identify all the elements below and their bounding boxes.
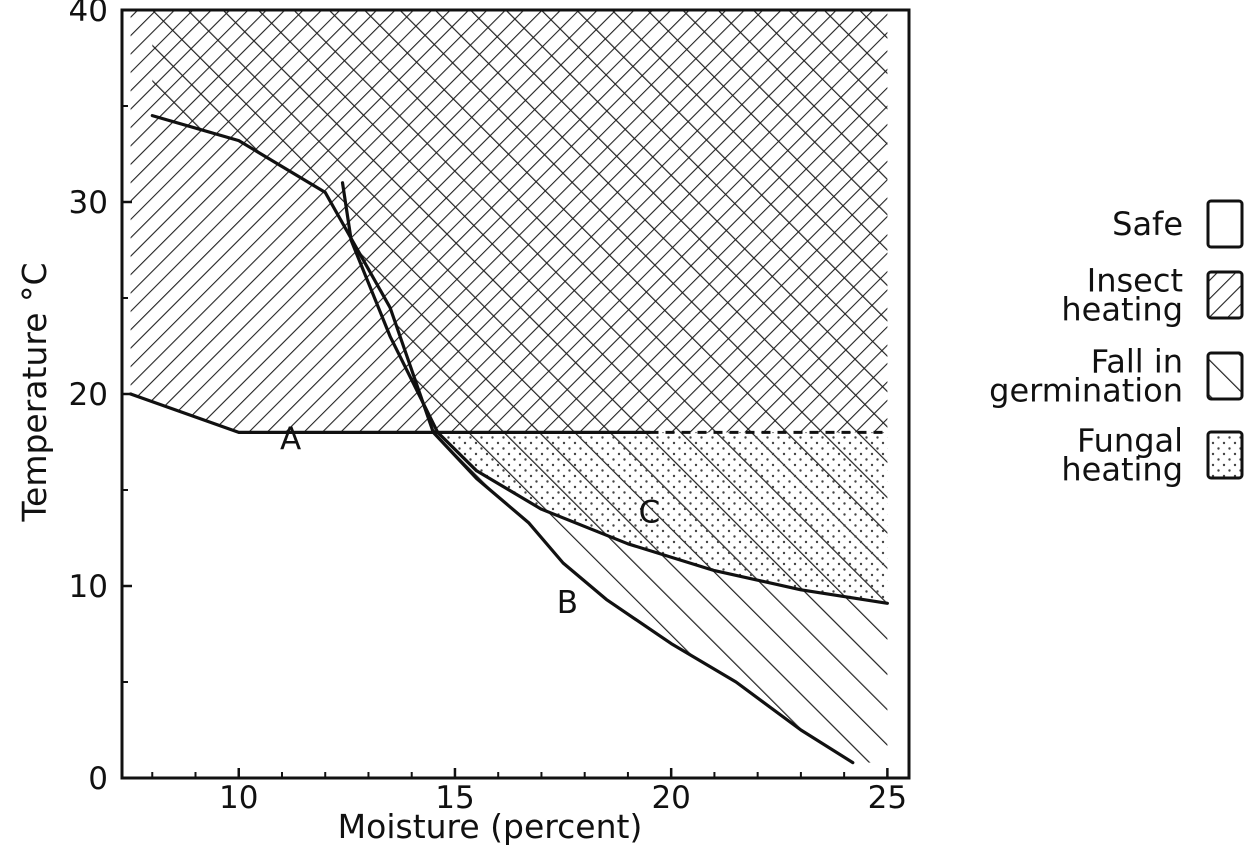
y-tick-label-0: 0	[88, 761, 108, 797]
x-tick-label-20: 20	[651, 780, 690, 816]
legend-label-germination-line-1: Fall in	[1091, 343, 1183, 381]
boundary-curves	[129, 113, 890, 765]
legend-label-fungal-line-1: Fungal	[1077, 422, 1183, 460]
plot-area: A B C	[120, 8, 911, 780]
y-tick-label-30: 30	[69, 185, 108, 221]
curve-label-b: B	[557, 585, 578, 621]
y-axis: 0 10 20 30 40	[69, 0, 132, 797]
y-axis-title: Temperature °C	[15, 262, 54, 522]
y-tick-label-20: 20	[69, 377, 108, 413]
hatched-regions	[130, 10, 888, 763]
legend-label-safe: Safe	[1112, 205, 1183, 243]
x-axis: 10 15 20 25	[151, 768, 907, 816]
curve-label-a: A	[280, 422, 301, 458]
legend-label-fungal-line-2: heating	[1061, 451, 1183, 489]
region-fall-in-germination	[152, 10, 888, 763]
x-axis-title: Moisture (percent)	[338, 807, 643, 846]
region-fungal-heating	[433, 432, 888, 604]
legend-swatch-insect	[1206, 270, 1244, 320]
curve-b	[150, 113, 855, 765]
curve-a	[129, 392, 652, 434]
curve-c	[340, 181, 890, 605]
legend-swatch-fungal	[1206, 430, 1244, 480]
curve-label-c: C	[639, 495, 661, 531]
legend-swatch-germination	[1206, 351, 1244, 401]
legend-label-insect-line-1: Insect	[1087, 262, 1183, 300]
y-tick-label-10: 10	[69, 569, 108, 605]
legend-label-germination-line-2: germination	[989, 372, 1183, 410]
x-tick-label-10: 10	[219, 780, 258, 816]
y-tick-label-40: 40	[69, 0, 108, 29]
legend-label-insect-line-2: heating	[1061, 291, 1183, 329]
legend-swatch-safe	[1206, 199, 1244, 249]
x-tick-label-15: 15	[435, 780, 474, 816]
legend-item-safe: Safe	[1112, 199, 1244, 249]
x-tick-label-25: 25	[868, 780, 907, 816]
curve-labels: A B C	[280, 422, 660, 621]
